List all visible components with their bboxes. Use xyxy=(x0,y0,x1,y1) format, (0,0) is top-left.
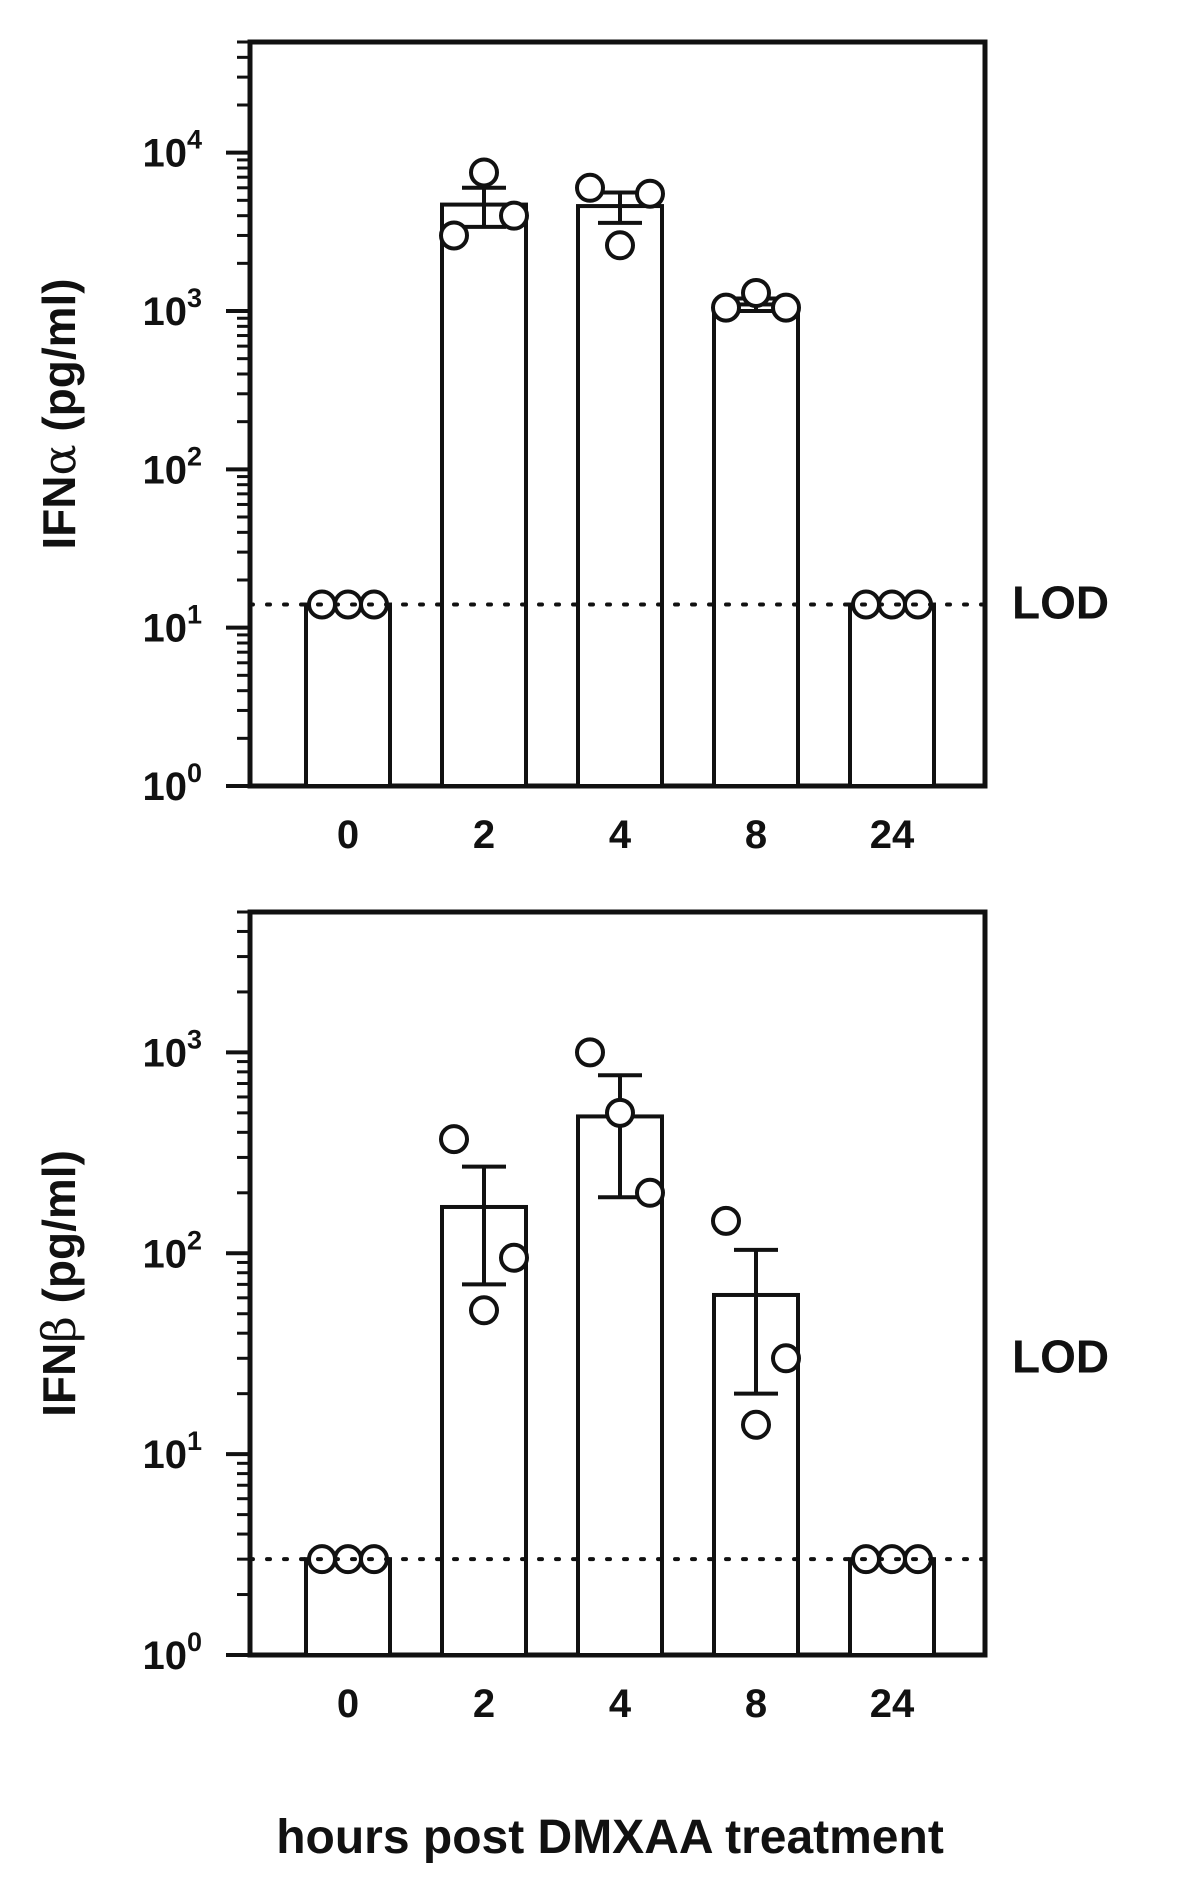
x-tick-label-0: 0 xyxy=(337,813,359,857)
data-point-8 xyxy=(771,1343,801,1374)
bar-0 xyxy=(304,1557,392,1658)
y-tick-label: 101 xyxy=(142,1426,202,1477)
bar-8 xyxy=(712,302,800,788)
y-tick-label: 104 xyxy=(142,125,202,176)
data-point-4 xyxy=(605,1097,635,1128)
data-point-2 xyxy=(439,1124,469,1155)
x-tick-label-24: 24 xyxy=(870,813,915,857)
x-tick-label-0: 0 xyxy=(337,1682,359,1726)
data-point-2 xyxy=(469,157,499,188)
data-point-8 xyxy=(741,277,771,308)
data-point-2 xyxy=(439,220,469,251)
y-tick-label: 101 xyxy=(142,600,202,651)
y-axis-title: IFNα (pg/ml) xyxy=(32,278,86,549)
y-tick-label: 103 xyxy=(142,283,202,334)
data-point-4 xyxy=(635,1177,665,1208)
data-point-4 xyxy=(635,178,665,209)
x-tick-label-2: 2 xyxy=(473,813,495,857)
x-tick-label-4: 4 xyxy=(609,1682,632,1726)
x-tick-label-4: 4 xyxy=(609,813,632,857)
data-point-2 xyxy=(499,1242,529,1273)
bar-24 xyxy=(848,602,936,788)
data-point-4 xyxy=(605,230,635,261)
lod-label: LOD xyxy=(1012,577,1109,629)
data-point-2 xyxy=(499,200,529,231)
y-tick-label: 102 xyxy=(142,441,202,492)
x-tick-label-8: 8 xyxy=(745,1682,767,1726)
x-tick-label-2: 2 xyxy=(473,1682,495,1726)
bar-2 xyxy=(440,202,528,789)
data-point-8 xyxy=(711,1205,741,1236)
data-point-4 xyxy=(575,1037,605,1068)
lod-label: LOD xyxy=(1012,1331,1109,1383)
bar-0 xyxy=(304,602,392,788)
y-tick-label: 100 xyxy=(142,1627,202,1678)
bar-4 xyxy=(576,204,664,788)
y-tick-label: 102 xyxy=(142,1225,202,1276)
y-tick-label: 100 xyxy=(142,758,202,809)
data-point-4 xyxy=(575,172,605,203)
x-axis-title: hours post DMXAA treatment xyxy=(276,1811,944,1864)
data-point-8 xyxy=(741,1409,771,1440)
y-axis-title: IFNβ (pg/ml) xyxy=(32,1150,86,1417)
y-tick-label: 103 xyxy=(142,1024,202,1075)
data-point-2 xyxy=(469,1295,499,1326)
data-point-8 xyxy=(711,292,741,323)
data-point-8 xyxy=(771,292,801,323)
x-tick-label-24: 24 xyxy=(870,1682,915,1726)
x-tick-label-8: 8 xyxy=(745,813,767,857)
